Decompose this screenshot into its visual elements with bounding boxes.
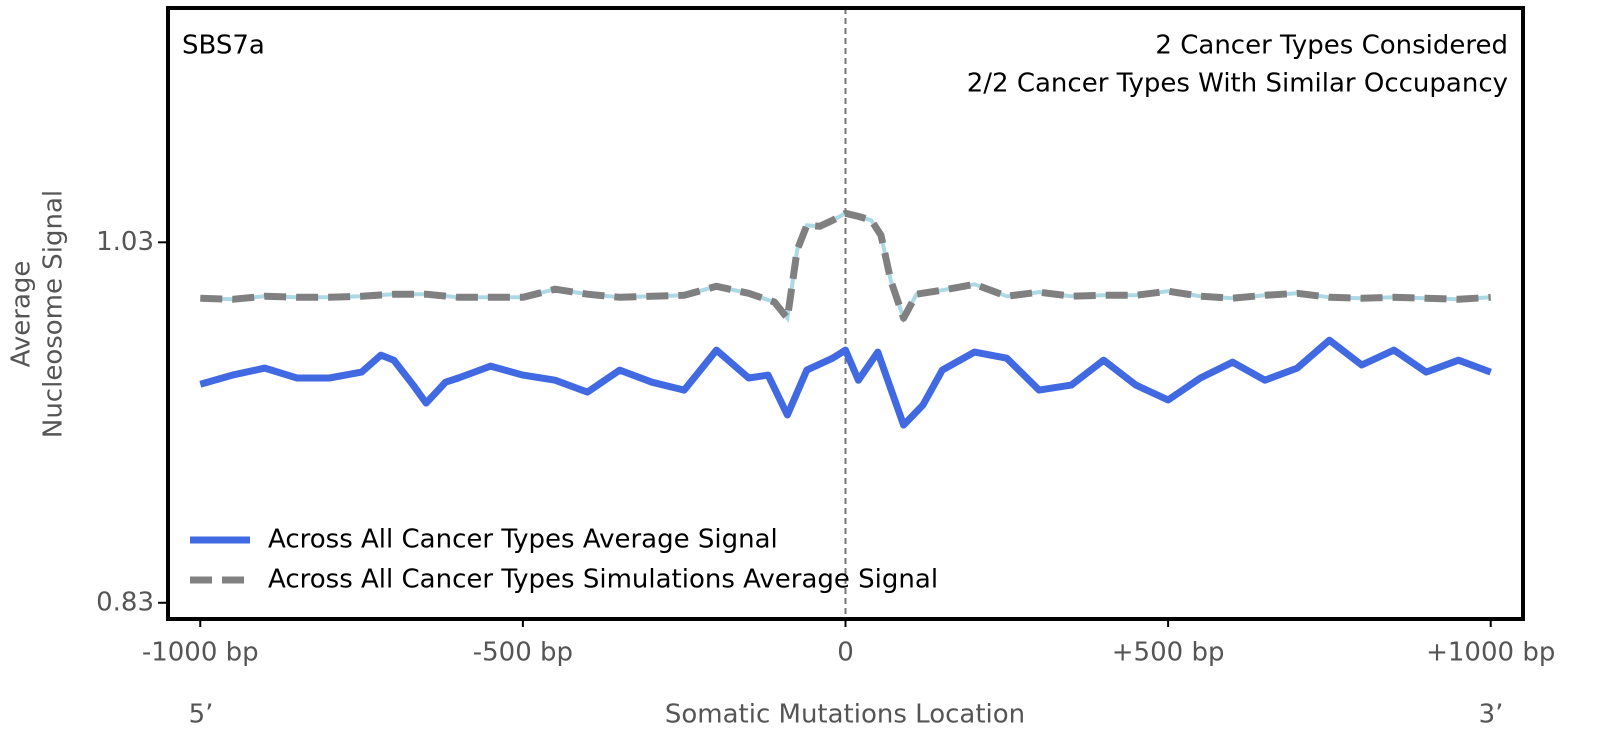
plot-frame bbox=[166, 6, 1525, 621]
x-end-label: 3’ bbox=[1479, 700, 1504, 730]
x-tick-label: +1000 bp bbox=[1426, 638, 1555, 668]
y-tick-label: 1.03 bbox=[96, 227, 154, 257]
series-line bbox=[200, 209, 1491, 322]
annotation: 2/2 Cancer Types With Similar Occupancy bbox=[967, 69, 1508, 99]
x-end-label: 5’ bbox=[189, 700, 214, 730]
x-tick-label: 0 bbox=[837, 638, 854, 668]
y-axis-label: Nucleosome Signal bbox=[39, 190, 69, 438]
series-line bbox=[199, 336, 1492, 429]
legend-label: Across All Cancer Types Average Signal bbox=[268, 525, 778, 555]
legend-label: Across All Cancer Types Simulations Aver… bbox=[268, 565, 938, 595]
annotation: 2 Cancer Types Considered bbox=[1155, 31, 1508, 61]
y-axis-label: Average bbox=[7, 261, 37, 368]
x-axis-label: Somatic Mutations Location bbox=[665, 700, 1025, 730]
x-tick-label: +500 bp bbox=[1112, 638, 1225, 668]
signature-label: SBS7a bbox=[182, 31, 265, 61]
y-tick-label: 0.83 bbox=[96, 587, 154, 617]
x-tick-label: -500 bp bbox=[473, 638, 573, 668]
x-tick-label: -1000 bp bbox=[142, 638, 259, 668]
